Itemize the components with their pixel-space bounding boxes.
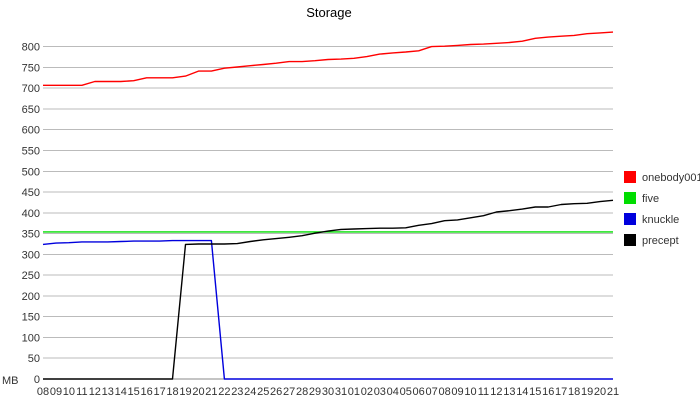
- x-tick-label: 24: [244, 386, 256, 398]
- y-tick-label: 150: [22, 312, 40, 324]
- x-tick-label: 29: [309, 386, 321, 398]
- series-line-precept: [43, 199, 614, 380]
- y-tick-label: 50: [28, 353, 40, 365]
- x-tick-label: 12: [490, 386, 502, 398]
- y-tick-label: 250: [22, 270, 40, 282]
- x-tick-label: 11: [76, 386, 87, 398]
- y-tick-label: 750: [22, 62, 40, 74]
- y-tick-label: 800: [22, 42, 40, 54]
- x-tick-label: 22: [218, 386, 230, 398]
- y-tick-label: 500: [22, 166, 40, 178]
- x-tick-label: 14: [115, 386, 127, 398]
- x-tick-label: 11: [478, 386, 489, 398]
- x-tick-label: 08: [438, 386, 450, 398]
- x-tick-label: 16: [542, 386, 554, 398]
- x-tick-label: 12: [89, 386, 101, 398]
- x-tick-label: 15: [529, 386, 541, 398]
- legend-label: precept: [642, 235, 679, 247]
- x-tick-label: 19: [581, 386, 593, 398]
- x-tick-label: 18: [166, 386, 178, 398]
- x-tick-label: 03: [374, 386, 386, 398]
- x-tick-label: 21: [607, 386, 619, 398]
- x-axis-ticks: 08 09 10 11 12 13 14 15 16 17 18 19 20 21 22 23 24 25 26 27…: [37, 386, 619, 398]
- x-tick-label: 13: [102, 386, 114, 398]
- x-tick-label: 30: [322, 386, 334, 398]
- x-tick-label: 15: [128, 386, 140, 398]
- legend-label: knuckle: [642, 214, 679, 226]
- y-tick-label: 450: [22, 187, 40, 199]
- y-tick-label: 700: [22, 83, 40, 95]
- y-tick-label: 600: [22, 125, 40, 137]
- x-tick-label: 23: [231, 386, 243, 398]
- x-tick-label: 20: [594, 386, 606, 398]
- legend-swatch: [624, 192, 636, 204]
- x-tick-label: 10: [63, 386, 75, 398]
- x-tick-label: 04: [387, 386, 399, 398]
- x-tick-label: 21: [205, 386, 217, 398]
- legend-swatch: [624, 234, 636, 246]
- y-tick-label: 0: [34, 374, 40, 386]
- x-tick-label: 07: [426, 386, 438, 398]
- series-line-knuckle: [42, 239, 613, 380]
- y-tick-label: 300: [22, 249, 40, 261]
- y-tick-label: 100: [22, 332, 40, 344]
- x-tick-label: 10: [464, 386, 476, 398]
- x-tick-label: 16: [141, 386, 153, 398]
- y-tick-label: 350: [22, 229, 40, 241]
- x-tick-label: 18: [568, 386, 580, 398]
- legend-swatch: [624, 171, 636, 183]
- x-tick-label: 09: [50, 386, 62, 398]
- x-tick-label: 09: [451, 386, 463, 398]
- series-line-onebody001: [43, 31, 614, 87]
- x-tick-label: 13: [503, 386, 515, 398]
- legend-label: onebody001: [642, 172, 700, 184]
- y-tick-label: 550: [22, 145, 40, 157]
- x-tick-label: 19: [179, 386, 191, 398]
- x-tick-label: 17: [555, 386, 567, 398]
- x-tick-label: 17: [153, 386, 165, 398]
- y-axis-ticks: 0 50 100 150 200 250 300 350 400 450 500 550 600 650 7…: [22, 42, 40, 386]
- x-tick-label: 26: [270, 386, 282, 398]
- x-tick-label: 01: [348, 386, 360, 398]
- y-tick-label: 650: [22, 104, 40, 116]
- legend-label: five: [642, 193, 659, 205]
- chart-title: Storage: [306, 5, 352, 20]
- x-tick-label: 02: [361, 386, 373, 398]
- y-tick-label: 400: [22, 208, 40, 220]
- series-lines: [42, 31, 614, 380]
- y-axis-unit-label: MB: [2, 375, 19, 387]
- x-tick-label: 06: [413, 386, 425, 398]
- x-tick-label: 14: [516, 386, 528, 398]
- x-tick-label: 28: [296, 386, 308, 398]
- x-tick-label: 20: [192, 386, 204, 398]
- x-tick-label: 27: [283, 386, 295, 398]
- y-tick-label: 200: [22, 291, 40, 303]
- x-tick-label: 25: [257, 386, 269, 398]
- x-tick-label: 05: [400, 386, 412, 398]
- legend: onebody001 five knuckle precept: [624, 171, 700, 247]
- x-tick-label: 08: [37, 386, 49, 398]
- x-tick-label: 31: [335, 386, 347, 398]
- legend-swatch: [624, 213, 636, 225]
- grid-lines: [43, 46, 613, 380]
